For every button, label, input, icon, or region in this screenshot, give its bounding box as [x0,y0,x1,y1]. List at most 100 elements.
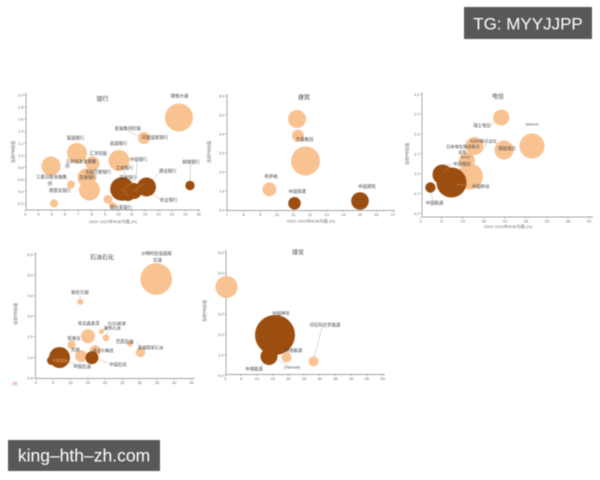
svg-text:0.8: 0.8 [18,165,24,170]
svg-text:2.7: 2.7 [414,112,420,117]
svg-text:35: 35 [333,376,338,381]
svg-text:1.6: 1.6 [18,117,24,122]
svg-text:5.0: 5.0 [27,272,33,277]
svg-text:5.0: 5.0 [219,112,225,117]
svg-text:3.0: 3.0 [218,311,224,316]
svg-text:汇丰控股: 汇丰控股 [90,150,108,157]
svg-text:印度国家银行: 印度国家银行 [142,134,169,141]
svg-text:15: 15 [270,376,275,381]
svg-text:0.7: 0.7 [414,191,420,196]
svg-text:1.8: 1.8 [18,105,24,110]
svg-text:埃克森美孚: 埃克森美孚 [78,320,101,327]
svg-text:18: 18 [482,219,487,224]
svg-text:7: 7 [77,212,80,217]
svg-text:斯伦贝谢: 斯伦贝谢 [71,289,89,296]
svg-text:20: 20 [103,380,108,385]
svg-text:0.6: 0.6 [18,177,24,182]
svg-text:2.0: 2.0 [219,169,225,174]
svg-text:银行: 银行 [96,95,108,103]
svg-text:1.0: 1.0 [27,355,33,360]
svg-text:法国巴黎银行: 法国巴黎银行 [85,169,112,176]
svg-text:富国银行: 富国银行 [67,135,85,142]
svg-text:煤炭: 煤炭 [292,249,304,257]
svg-text:6: 6 [64,212,67,217]
svg-text:会社: 会社 [458,149,466,156]
svg-text:11: 11 [291,212,296,217]
svg-text:当前PB估值: 当前PB估值 [12,303,19,325]
svg-text:沙特阿拉伯国家: 沙特阿拉伯国家 [141,250,172,257]
svg-text:28: 28 [524,219,529,224]
svg-text:50: 50 [380,376,385,381]
svg-text:AT&T: AT&T [461,155,471,160]
svg-text:农业银行: 农业银行 [160,197,178,204]
svg-text:35: 35 [155,380,160,385]
svg-text:1.0: 1.0 [218,352,224,357]
svg-text:三菱日联金融集: 三菱日联金融集 [36,174,67,181]
svg-text:30: 30 [318,376,323,381]
svg-text:10: 10 [68,380,73,385]
svg-text:11: 11 [130,212,135,217]
svg-text:16: 16 [196,212,201,217]
svg-text:中国海油: 中国海油 [52,358,67,363]
svg-text:0.0: 0.0 [218,373,224,378]
svg-text:17: 17 [391,212,396,217]
svg-text:5: 5 [240,376,243,381]
svg-text:中国建筑: 中国建筑 [358,183,376,190]
svg-text:摩根大通: 摩根大通 [171,92,189,99]
svg-text:2.0: 2.0 [18,92,24,97]
svg-text:中国石化: 中国石化 [109,361,127,368]
svg-text:3: 3 [24,212,27,217]
svg-text:1.2: 1.2 [414,171,420,176]
svg-text:当前PB估值: 当前PB估值 [404,143,411,165]
svg-text:1.7: 1.7 [414,151,420,156]
svg-text:博地能源: 博地能源 [285,347,303,354]
svg-text:6.0: 6.0 [27,252,33,257]
svg-text:花旗银行: 花旗银行 [79,174,97,181]
svg-text:15: 15 [86,380,91,385]
svg-text:道达尔集团: 道达尔集团 [93,347,114,354]
svg-text:25: 25 [302,376,307,381]
svg-text:12: 12 [143,212,148,217]
svg-text:10: 10 [116,212,121,217]
svg-text:印尼阿达罗能源: 印尼阿达罗能源 [310,322,341,329]
svg-text:5.0: 5.0 [218,270,224,275]
svg-text:当前PB估值: 当前PB估值 [201,300,208,322]
svg-text:布伊格: 布伊格 [264,173,278,180]
svg-text:0.2: 0.2 [18,201,24,206]
svg-text:巴克莱银行: 巴克莱银行 [110,204,133,211]
svg-text:5: 5 [51,212,54,217]
svg-text:13: 13 [324,212,329,217]
svg-text:Verizon: Verizon [525,122,538,127]
svg-text:日本电信电话株式: 日本电信电话株式 [446,143,480,150]
svg-text:中国移动: 中国移动 [472,183,490,190]
svg-text:三井住友金融集: 三井住友金融集 [66,158,97,165]
svg-text:7: 7 [226,212,229,217]
svg-text:25: 25 [120,380,125,385]
svg-text:16: 16 [374,212,379,217]
svg-text:0.0: 0.0 [27,375,33,380]
svg-text:中煤能源: 中煤能源 [245,366,263,373]
svg-text:43: 43 [587,219,592,224]
svg-text:2020~2022年ROE均值 (%): 2020~2022年ROE均值 (%) [484,223,533,229]
svg-text:33: 33 [545,219,550,224]
svg-text:0.0: 0.0 [219,207,225,212]
svg-text:—: — [447,162,451,166]
svg-text:中国电信: 中国电信 [453,160,471,167]
svg-text:6.0: 6.0 [218,250,224,255]
svg-text:2.0: 2.0 [218,332,224,337]
svg-text:9: 9 [259,212,262,217]
svg-text:1.0: 1.0 [219,188,225,193]
svg-text:雪佛龙: 雪佛龙 [67,335,81,342]
svg-text:德国电信: 德国电信 [498,145,516,152]
svg-text:10: 10 [275,212,280,217]
svg-text:12: 12 [308,212,313,217]
svg-text:0: 0 [35,380,38,385]
svg-text:8: 8 [242,212,245,217]
svg-text:1.2: 1.2 [18,141,24,146]
svg-text:5: 5 [52,380,55,385]
svg-text:13: 13 [156,212,161,217]
svg-text:TG: MYYJJPP: TG: MYYJJPP [473,15,583,34]
svg-text:4: 4 [37,212,40,217]
svg-text:1.4: 1.4 [18,129,24,134]
svg-text:美国银行: 美国银行 [110,140,128,147]
